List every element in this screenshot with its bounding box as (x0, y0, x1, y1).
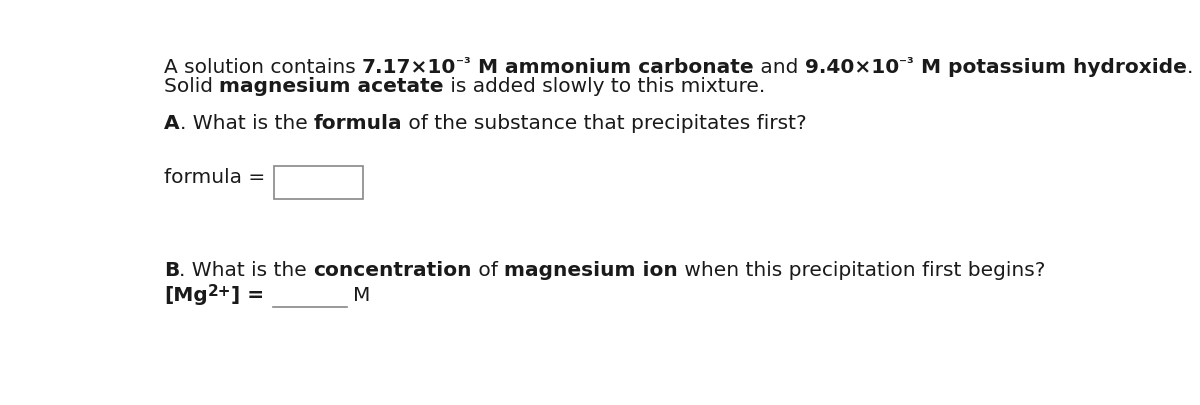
Text: of: of (472, 261, 504, 280)
Text: M: M (353, 286, 370, 305)
Text: potassium hydroxide: potassium hydroxide (948, 58, 1187, 77)
Text: M: M (472, 58, 505, 77)
Text: formula =: formula = (164, 168, 271, 188)
Text: is added slowly to this mixture.: is added slowly to this mixture. (444, 77, 766, 96)
Text: 9.40×10: 9.40×10 (805, 58, 899, 77)
Text: when this precipitation first begins?: when this precipitation first begins? (678, 261, 1045, 280)
Text: M: M (913, 58, 948, 77)
Text: formula: formula (313, 115, 402, 134)
Text: A solution contains: A solution contains (164, 58, 362, 77)
Text: 7.17×10: 7.17×10 (362, 58, 456, 77)
Text: ⁻³: ⁻³ (456, 56, 472, 71)
Text: . What is the: . What is the (180, 115, 313, 134)
Text: ⁻³: ⁻³ (899, 56, 913, 71)
Text: magnesium acetate: magnesium acetate (220, 77, 444, 96)
Text: A: A (164, 115, 180, 134)
FancyBboxPatch shape (274, 166, 364, 199)
Text: . What is the: . What is the (179, 261, 313, 280)
Text: magnesium ion: magnesium ion (504, 261, 678, 280)
Text: B: B (164, 261, 179, 280)
Text: concentration: concentration (313, 261, 472, 280)
Text: 2+: 2+ (208, 284, 232, 299)
Text: ] =: ] = (232, 286, 271, 305)
Text: Solid: Solid (164, 77, 220, 96)
Text: .: . (1187, 58, 1193, 77)
Text: [Mg: [Mg (164, 286, 208, 305)
Text: and: and (754, 58, 805, 77)
Text: of the substance that precipitates first?: of the substance that precipitates first… (402, 115, 806, 134)
Text: ammonium carbonate: ammonium carbonate (505, 58, 754, 77)
